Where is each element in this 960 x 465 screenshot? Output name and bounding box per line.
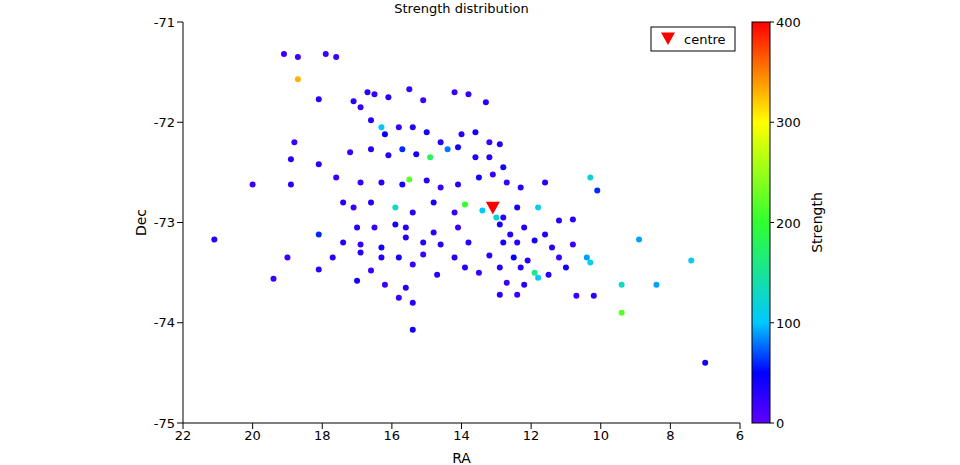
svg-text:16: 16 xyxy=(384,428,401,443)
svg-text:400: 400 xyxy=(776,15,801,30)
svg-text:18: 18 xyxy=(314,428,331,443)
svg-text:6: 6 xyxy=(736,428,744,443)
svg-text:RA: RA xyxy=(452,450,471,465)
svg-text:0: 0 xyxy=(776,416,784,431)
svg-text:-75: -75 xyxy=(154,416,175,431)
svg-text:20: 20 xyxy=(244,428,261,443)
svg-text:Dec: Dec xyxy=(133,209,149,236)
svg-text:200: 200 xyxy=(776,216,801,231)
svg-text:-72: -72 xyxy=(154,115,175,130)
svg-text:8: 8 xyxy=(666,428,674,443)
svg-text:-71: -71 xyxy=(154,15,175,30)
svg-text:Strength distribution: Strength distribution xyxy=(394,1,528,16)
svg-text:centre: centre xyxy=(684,32,726,47)
svg-text:22: 22 xyxy=(175,428,192,443)
svg-text:300: 300 xyxy=(776,115,801,130)
svg-text:12: 12 xyxy=(523,428,540,443)
svg-text:-73: -73 xyxy=(154,215,175,230)
svg-text:-74: -74 xyxy=(154,315,175,330)
svg-text:Strength: Strength xyxy=(809,192,825,253)
svg-text:14: 14 xyxy=(453,428,470,443)
svg-text:10: 10 xyxy=(592,428,609,443)
svg-text:100: 100 xyxy=(776,316,801,331)
